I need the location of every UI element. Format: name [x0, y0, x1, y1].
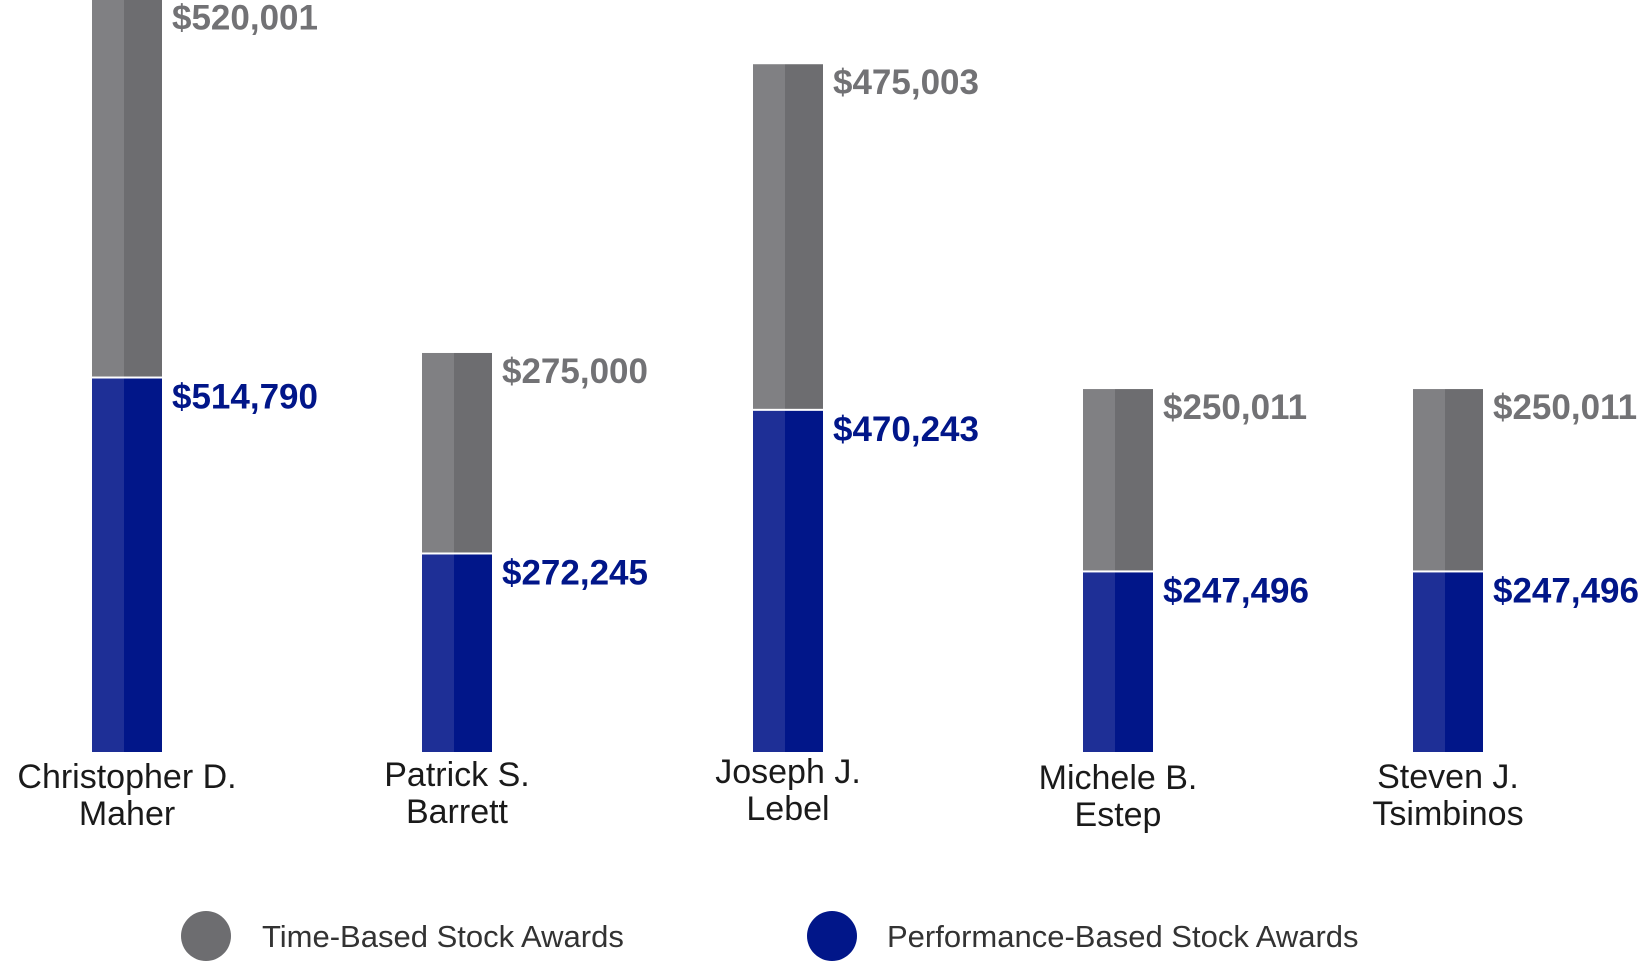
value-label-time: $250,011 [1493, 388, 1637, 427]
category-label: Joseph J. [715, 753, 861, 791]
legend-label: Time-Based Stock Awards [262, 919, 624, 954]
bar-performance [454, 554, 492, 752]
bar-time-left-shade [92, 0, 124, 377]
bar-performance [1115, 572, 1153, 752]
value-label-performance: $247,496 [1493, 571, 1639, 610]
legend-swatch [181, 911, 231, 961]
legend-label: Performance-Based Stock Awards [887, 919, 1359, 954]
category-label: Steven J. [1377, 758, 1519, 796]
bar-performance-left-shade [422, 554, 454, 752]
category-label: Lebel [746, 790, 829, 828]
value-label-time: $275,000 [502, 352, 648, 391]
value-label-time: $475,003 [833, 63, 979, 102]
bar-performance-left-shade [753, 410, 785, 752]
bar-time-left-shade [1413, 389, 1445, 571]
bar-group: $250,011 $247,496 Michele B.Estep [1039, 388, 1309, 834]
bar-group: $250,011 $247,496 Steven J.Tsimbinos [1372, 388, 1639, 833]
bar-time [454, 352, 492, 553]
legend-item: Time-Based Stock Awards [181, 911, 624, 961]
bar-performance-left-shade [1083, 572, 1115, 752]
bar-group: $520,001 $514,790 Christopher D.Maher [17, 0, 318, 833]
bar-time [1115, 389, 1153, 571]
category-label: Michele B. [1039, 759, 1198, 797]
bar-group: $275,000 $272,245 Patrick S.Barrett [384, 352, 648, 831]
bar-group: $475,003 $470,243 Joseph J.Lebel [715, 63, 979, 828]
value-label-time: $520,001 [172, 0, 318, 37]
bar-performance [1445, 572, 1483, 752]
value-label-performance: $514,790 [172, 378, 318, 417]
bar-time-left-shade [753, 64, 785, 409]
category-label: Patrick S. [384, 756, 529, 794]
bar-time-left-shade [1083, 389, 1115, 571]
category-label: Christopher D. [17, 758, 236, 796]
bar-time [124, 0, 162, 377]
category-label: Maher [79, 795, 175, 833]
bar-performance-left-shade [1413, 572, 1445, 752]
bar-performance [124, 378, 162, 752]
value-label-performance: $247,496 [1163, 571, 1309, 610]
legend-swatch [807, 911, 857, 961]
category-label: Estep [1075, 796, 1162, 834]
value-label-performance: $470,243 [833, 410, 979, 449]
bar-time-left-shade [422, 352, 454, 553]
bar-performance-left-shade [92, 378, 124, 752]
bar-time [1445, 389, 1483, 571]
value-label-performance: $272,245 [502, 553, 648, 592]
bar-performance [785, 410, 823, 752]
category-label: Tsimbinos [1372, 795, 1523, 833]
value-label-time: $250,011 [1163, 388, 1307, 427]
legend-item: Performance-Based Stock Awards [807, 911, 1359, 961]
bar-time [785, 64, 823, 409]
category-label: Barrett [406, 793, 509, 831]
